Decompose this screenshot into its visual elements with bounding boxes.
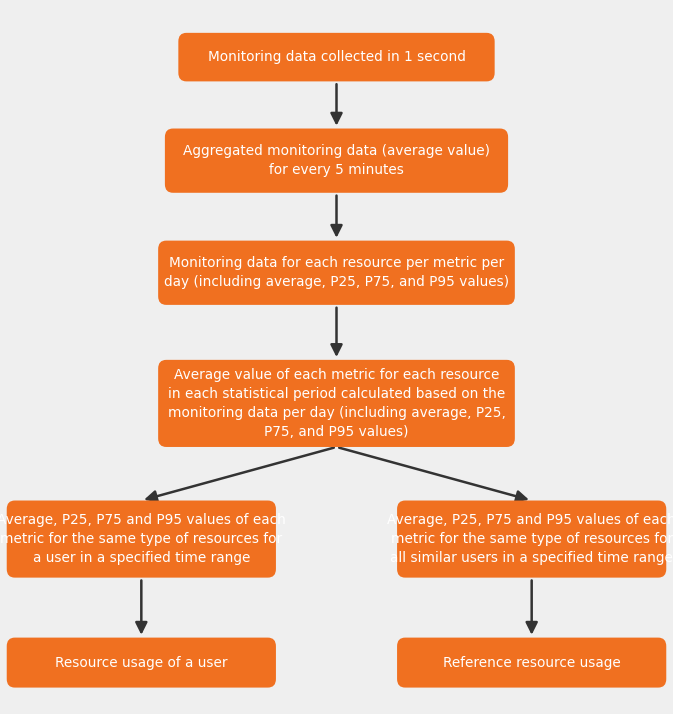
Text: Average, P25, P75 and P95 values of each
metric for the same type of resources f: Average, P25, P75 and P95 values of each…	[0, 513, 286, 565]
FancyBboxPatch shape	[397, 501, 666, 578]
FancyBboxPatch shape	[178, 33, 495, 81]
Text: Average, P25, P75 and P95 values of each
metric for the same type of resources f: Average, P25, P75 and P95 values of each…	[387, 513, 673, 565]
Text: Average value of each metric for each resource
in each statistical period calcul: Average value of each metric for each re…	[168, 368, 505, 439]
Text: Monitoring data for each resource per metric per
day (including average, P25, P7: Monitoring data for each resource per me…	[164, 256, 509, 289]
FancyBboxPatch shape	[7, 638, 276, 688]
Text: Resource usage of a user: Resource usage of a user	[55, 655, 227, 670]
Text: Monitoring data collected in 1 second: Monitoring data collected in 1 second	[207, 50, 466, 64]
FancyBboxPatch shape	[158, 360, 515, 447]
FancyBboxPatch shape	[158, 241, 515, 305]
Text: Reference resource usage: Reference resource usage	[443, 655, 621, 670]
FancyBboxPatch shape	[7, 501, 276, 578]
FancyBboxPatch shape	[397, 638, 666, 688]
FancyBboxPatch shape	[165, 129, 508, 193]
Text: Aggregated monitoring data (average value)
for every 5 minutes: Aggregated monitoring data (average valu…	[183, 144, 490, 177]
